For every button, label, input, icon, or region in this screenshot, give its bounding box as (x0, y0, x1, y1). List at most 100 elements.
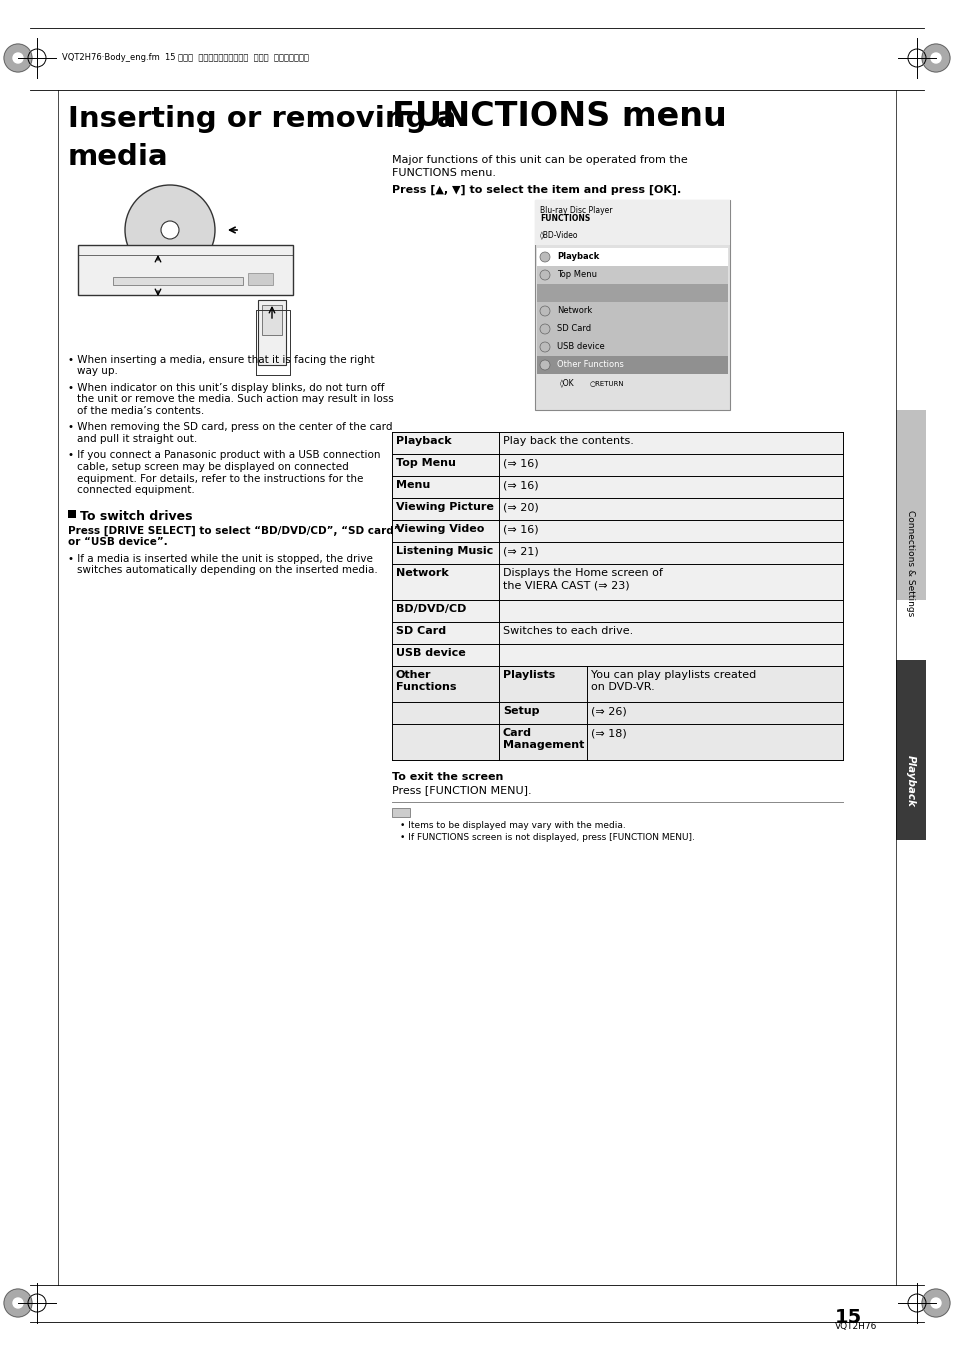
Bar (392, 600, 842, 621)
Text: • If you connect a Panasonic product with a USB connection: • If you connect a Panasonic product wit… (68, 450, 380, 461)
Bar (78, 245, 293, 295)
Bar (392, 432, 842, 454)
Text: (⇒ 18): (⇒ 18) (590, 728, 626, 738)
Text: You can play playlists created
on DVD-VR.: You can play playlists created on DVD-VR… (590, 670, 756, 693)
Text: VQT2H76: VQT2H76 (834, 1323, 877, 1331)
Text: SD Card: SD Card (557, 324, 591, 332)
Text: (⇒ 21): (⇒ 21) (502, 546, 538, 557)
Circle shape (539, 253, 550, 262)
Text: (⇒ 26): (⇒ 26) (590, 707, 626, 716)
Circle shape (930, 53, 940, 63)
Bar (257, 300, 286, 365)
Text: 15: 15 (834, 1308, 862, 1327)
Text: switches automatically depending on the inserted media.: switches automatically depending on the … (77, 565, 377, 576)
Text: Other
Functions: Other Functions (395, 670, 456, 693)
Circle shape (13, 1298, 23, 1308)
Bar (392, 476, 842, 499)
Text: (⇒ 16): (⇒ 16) (502, 524, 538, 534)
Text: Menu: Menu (395, 480, 430, 490)
Text: cable, setup screen may be displayed on connected: cable, setup screen may be displayed on … (77, 462, 349, 471)
Circle shape (13, 53, 23, 63)
Circle shape (930, 1298, 940, 1308)
Bar (392, 666, 842, 703)
Bar (537, 357, 727, 374)
Text: Viewing Picture: Viewing Picture (395, 503, 494, 512)
Text: Press [DRIVE SELECT] to select “BD/DVD/CD”, “SD card”: Press [DRIVE SELECT] to select “BD/DVD/C… (68, 526, 400, 536)
Text: connected equipment.: connected equipment. (77, 485, 194, 494)
Circle shape (539, 305, 550, 316)
Text: (⇒ 16): (⇒ 16) (502, 480, 538, 490)
Circle shape (539, 270, 550, 280)
Bar (262, 305, 282, 335)
Bar (248, 273, 273, 285)
Text: of the media’s contents.: of the media’s contents. (77, 407, 204, 416)
Circle shape (921, 45, 949, 72)
Text: Network: Network (557, 305, 592, 315)
Circle shape (539, 342, 550, 353)
Bar (392, 621, 842, 644)
Bar (535, 200, 729, 245)
Text: Play back the contents.: Play back the contents. (502, 436, 633, 446)
Text: FUNCTIONS menu.: FUNCTIONS menu. (392, 168, 496, 178)
Text: SD Card: SD Card (395, 626, 446, 636)
Bar (392, 724, 842, 761)
Text: Playback: Playback (395, 436, 451, 446)
Text: the unit or remove the media. Such action may result in loss: the unit or remove the media. Such actio… (77, 394, 394, 404)
Bar (537, 266, 727, 284)
Circle shape (161, 222, 179, 239)
Bar (112, 277, 243, 285)
Text: ◊BD-Video: ◊BD-Video (539, 230, 578, 239)
Text: To exit the screen: To exit the screen (392, 771, 503, 782)
Text: USB device: USB device (395, 648, 465, 658)
Bar (537, 303, 727, 320)
Text: Switches to each drive.: Switches to each drive. (502, 626, 633, 636)
Text: • Items to be displayed may vary with the media.: • Items to be displayed may vary with th… (399, 821, 625, 830)
Bar (392, 644, 842, 666)
Text: Listening Music: Listening Music (395, 546, 493, 557)
Text: ◊OK: ◊OK (559, 378, 574, 386)
Circle shape (4, 45, 32, 72)
Circle shape (539, 359, 550, 370)
Text: Setup: Setup (502, 707, 539, 716)
Bar (68, 509, 76, 517)
Bar (392, 499, 842, 520)
Circle shape (125, 185, 214, 276)
Bar (537, 338, 727, 357)
Circle shape (921, 1289, 949, 1317)
Text: Inserting or removing a: Inserting or removing a (68, 105, 456, 132)
Bar (392, 520, 842, 542)
Text: way up.: way up. (77, 366, 118, 377)
Text: Top Menu: Top Menu (557, 270, 597, 280)
Bar (535, 200, 729, 409)
Text: (⇒ 20): (⇒ 20) (502, 503, 538, 512)
Text: Network: Network (395, 567, 448, 578)
Text: • When removing the SD card, press on the center of the card: • When removing the SD card, press on th… (68, 423, 392, 432)
Bar (392, 454, 842, 476)
Bar (392, 808, 410, 817)
Text: Playback: Playback (557, 253, 598, 261)
Text: Playback: Playback (905, 755, 915, 807)
Circle shape (539, 324, 550, 334)
Text: Connections & Settings: Connections & Settings (905, 509, 915, 616)
Text: Major functions of this unit can be operated from the: Major functions of this unit can be oper… (392, 155, 687, 165)
Text: • If FUNCTIONS screen is not displayed, press [FUNCTION MENU].: • If FUNCTIONS screen is not displayed, … (399, 834, 694, 842)
Text: Top Menu: Top Menu (395, 458, 456, 467)
Bar (537, 284, 727, 303)
Bar (392, 542, 842, 563)
Bar (537, 320, 727, 338)
Text: Displays the Home screen of
the VIERA CAST (⇒ 23): Displays the Home screen of the VIERA CA… (502, 567, 662, 590)
Bar (537, 249, 727, 266)
Text: and pull it straight out.: and pull it straight out. (77, 434, 197, 444)
Text: Viewing Video: Viewing Video (395, 524, 484, 534)
Text: • When indicator on this unit’s display blinks, do not turn off: • When indicator on this unit’s display … (68, 382, 384, 393)
Text: • When inserting a media, ensure that it is facing the right: • When inserting a media, ensure that it… (68, 355, 375, 365)
Circle shape (4, 1289, 32, 1317)
Text: ○RETURN: ○RETURN (589, 380, 624, 386)
Text: FUNCTIONS menu: FUNCTIONS menu (392, 100, 726, 132)
Text: VQT2H76·Body_eng.fm  15 ページ  ２００９年１２月９日  水曜日  午後７時３３分: VQT2H76·Body_eng.fm 15 ページ ２００９年１２月９日 水曜… (62, 54, 309, 62)
Text: or “USB device”.: or “USB device”. (68, 536, 168, 547)
Text: Playlists: Playlists (502, 670, 555, 680)
Text: media: media (68, 143, 169, 172)
Text: BD/DVD/CD: BD/DVD/CD (395, 604, 466, 613)
Text: Card
Management: Card Management (502, 728, 584, 750)
